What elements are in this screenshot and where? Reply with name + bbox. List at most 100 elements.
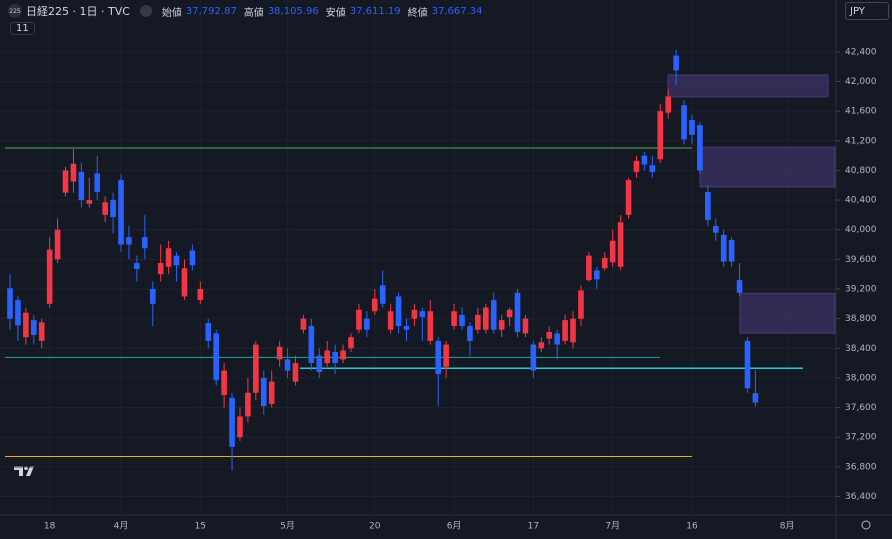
candle-body [189,250,196,266]
ohlc-key: 高値 [243,7,264,19]
candle-body [689,120,695,135]
zone [667,74,829,98]
ohlc-value: 37,667.34 [431,5,483,17]
candle-body [149,288,156,304]
x-tick-label: 16 [686,522,698,532]
symbol-badge: 225 [8,4,22,18]
y-tick-label: 39,600 [845,255,877,265]
candle-body [316,355,323,372]
x-tick-label: 6月 [447,521,462,532]
candle-body [435,340,442,375]
y-tick-label: 41,600 [845,107,877,117]
candle-body [562,320,568,341]
candle-body [530,344,537,371]
candle-body [7,288,13,319]
candle-body [498,320,505,330]
candle-body [467,326,473,341]
candle-body [268,381,275,404]
candle-body [617,222,624,267]
candle-body [705,191,711,221]
candle-body [15,300,21,326]
candle-body [86,200,93,204]
candle-body [720,234,727,262]
y-tick-label: 42,400 [845,47,877,57]
candle-body [522,318,529,334]
candle-body [387,311,394,330]
y-tick-label: 40,400 [845,196,877,206]
x-tick-label: 5月 [280,521,295,532]
candle-body [165,248,172,267]
candle-body [514,292,521,332]
x-tick-label: 8月 [780,521,795,532]
y-tick-label: 38,800 [845,314,877,324]
candle-body [102,202,108,215]
candle-body [554,333,560,345]
candle-body [308,326,315,364]
candle-body [633,160,640,172]
candle-body [205,323,212,341]
settings-icon[interactable] [861,520,871,530]
candle-body [260,377,267,407]
candle-body [38,322,45,341]
candle-body [649,165,656,172]
candle-body [506,309,513,318]
toggle[interactable] [139,5,152,17]
candle-body [371,298,378,312]
candle-body [625,180,632,215]
candle-body [110,200,116,218]
currency-button[interactable]: JPY [845,2,889,20]
candle-body [237,416,243,438]
candle-body [300,318,307,330]
candle-body [459,314,465,327]
candle-body [490,300,497,330]
candle-body [62,170,69,193]
candle-body [78,171,85,201]
candle-body [403,326,410,330]
y-tick-label: 39,200 [845,284,877,294]
candle-body [681,105,687,140]
candle-body [546,331,553,339]
candle-body [118,180,124,245]
candle-body [736,280,743,293]
candle-body [181,268,188,297]
candle-body [609,240,616,263]
y-tick-label: 36,800 [845,462,877,472]
zone [699,146,836,188]
candle-body [253,344,259,393]
candle-body [752,393,759,403]
candle-body [23,312,29,338]
candle-body [324,350,330,364]
candle-body [142,237,148,249]
candle-body [126,237,132,245]
candle-body [221,370,227,395]
candle-body [665,96,671,113]
x-tick-label: 17 [528,522,539,532]
y-tick-label: 37,200 [845,433,877,443]
candle-body [744,340,751,389]
candle-body [284,359,291,371]
candle-body [173,255,180,266]
y-tick-label: 42,000 [845,77,877,87]
candle-body [94,173,101,192]
ohlc-key: 始値 [161,7,182,19]
indicator-toggle[interactable]: 11 [10,22,35,35]
ohlc-value: 38,105.96 [267,5,319,17]
candle-body [332,351,338,364]
symbol-title: 日経225 · 1日 · TVC [26,5,130,18]
candle-body [538,342,545,349]
candle-body [578,290,584,319]
y-tick-label: 41,200 [845,136,877,146]
candle-body [475,314,481,330]
y-tick-label: 37,600 [845,403,877,413]
candle-body [30,320,37,335]
candle-body [594,270,600,280]
candle-body [70,163,77,182]
candle-body [451,311,457,327]
candle-body [728,240,735,262]
header: 225 日経225 · 1日 · TVC 始値 37,792.87 高値 38,10… [8,3,486,19]
candle-body [292,363,299,382]
x-tick-label: 20 [369,522,381,532]
x-tick-label: 18 [44,522,56,532]
candle-body [570,318,576,343]
